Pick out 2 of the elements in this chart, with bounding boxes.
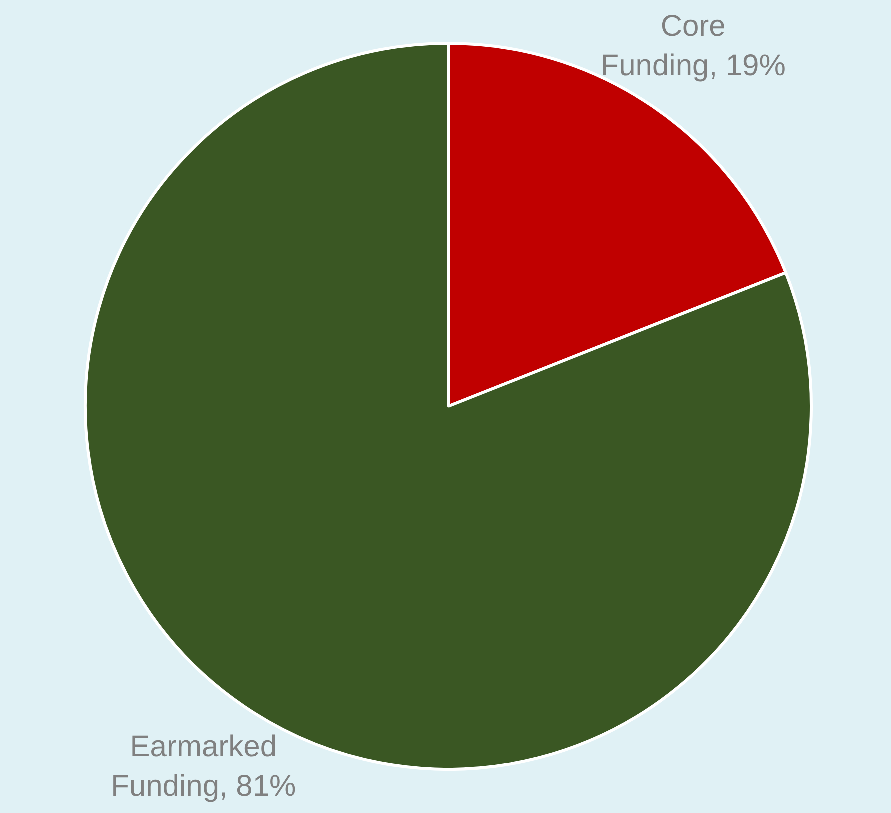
slice-label: Earmarked Funding, 81%	[111, 730, 296, 804]
slice-label: Core Funding, 19%	[600, 10, 786, 83]
